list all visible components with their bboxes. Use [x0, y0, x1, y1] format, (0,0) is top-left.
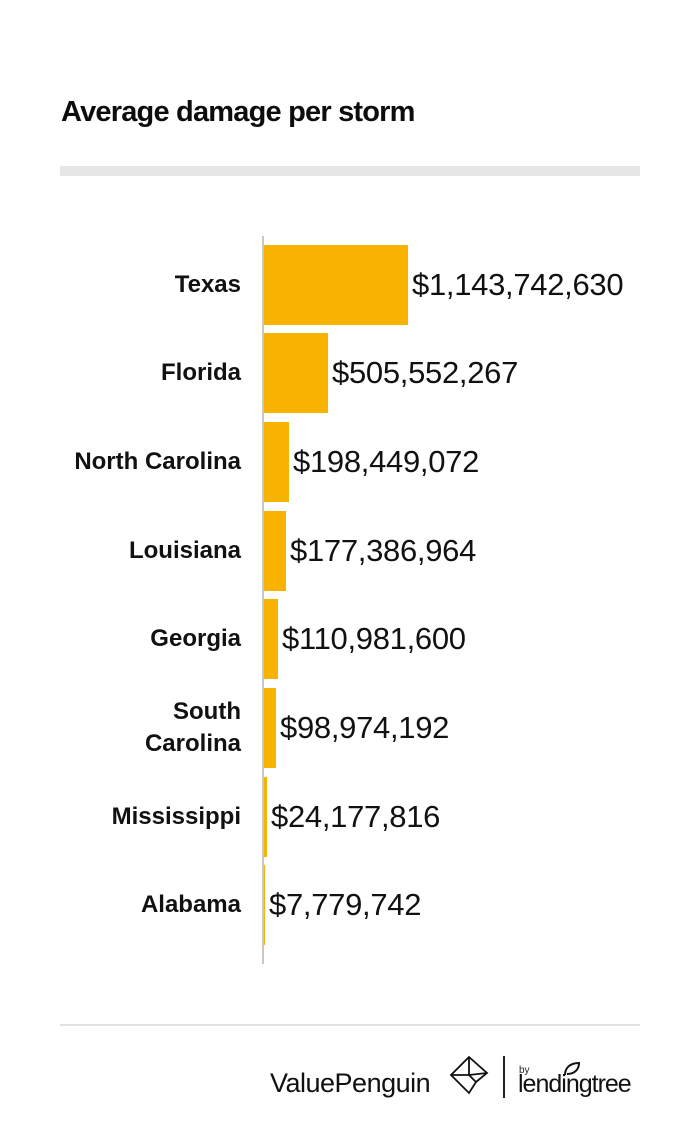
category-label: Alabama	[140, 891, 241, 918]
value-label: $110,981,600	[282, 621, 466, 656]
bar-row: South Carolina $98,974,192	[0, 688, 700, 768]
category-label: Georgia	[150, 625, 241, 652]
category-label: Texas	[174, 271, 241, 298]
bar	[264, 511, 286, 591]
category-label: North Carolina	[74, 448, 241, 475]
footer-divider	[60, 1024, 640, 1026]
bar	[264, 599, 278, 679]
bar-row: Texas $1,143,742,630	[0, 245, 700, 325]
bar-row: Louisiana $177,386,964	[0, 511, 700, 591]
bar	[264, 688, 276, 768]
logo-divider	[503, 1056, 505, 1098]
valuepenguin-logo-text: ValuePenguin	[270, 1068, 431, 1098]
chart-title: Average damage per storm	[61, 96, 415, 128]
bar-row: North Carolina $198,449,072	[0, 422, 700, 502]
valuepenguin-diamond-icon	[449, 1055, 489, 1095]
y-axis-line	[262, 236, 264, 964]
category-label: Louisiana	[128, 537, 241, 564]
value-label: $505,552,267	[332, 355, 519, 390]
value-label: $177,386,964	[290, 533, 477, 568]
value-label: $1,143,742,630	[412, 267, 624, 302]
bar-row: Alabama $7,779,742	[0, 865, 700, 945]
value-label: $198,449,072	[293, 444, 480, 479]
category-label: Mississippi	[111, 803, 241, 830]
category-label: South Carolina	[144, 698, 241, 757]
by-text: by	[519, 1065, 530, 1076]
bar	[264, 422, 289, 502]
lendingtree-leaf-icon	[564, 1061, 581, 1076]
bar	[264, 245, 408, 325]
bar-row: Florida $505,552,267	[0, 333, 700, 413]
title-divider	[60, 166, 640, 176]
bar	[264, 777, 267, 857]
lendingtree-logo-text: lendingtree	[518, 1070, 632, 1098]
value-label: $7,779,742	[269, 887, 422, 922]
bar-row: Mississippi $24,177,816	[0, 777, 700, 857]
bar	[264, 865, 265, 945]
bar-row: Georgia $110,981,600	[0, 599, 700, 679]
category-label: Florida	[160, 359, 241, 386]
value-label: $98,974,192	[280, 710, 450, 745]
bar	[264, 333, 328, 413]
value-label: $24,177,816	[271, 799, 441, 834]
